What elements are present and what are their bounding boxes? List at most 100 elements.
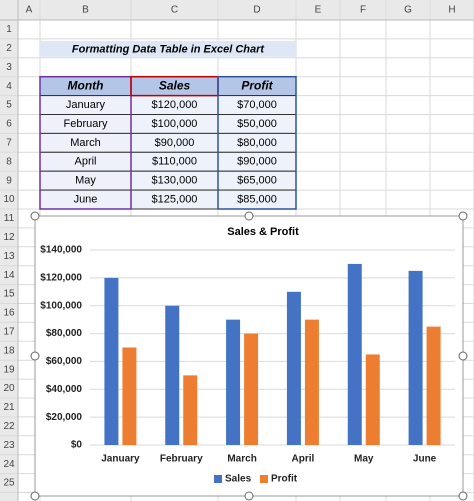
table-cell-text[interactable]: March xyxy=(70,137,101,149)
row-header[interactable]: 17 xyxy=(3,326,15,337)
row-header[interactable]: 7 xyxy=(6,137,12,148)
row-header[interactable]: 18 xyxy=(3,345,15,356)
row-header[interactable]: 6 xyxy=(6,119,12,130)
column-header[interactable]: B xyxy=(82,5,89,16)
legend-label[interactable]: Sales xyxy=(225,474,252,485)
row-header[interactable]: 25 xyxy=(3,478,15,489)
y-tick-label: $20,000 xyxy=(46,412,83,423)
row-header[interactable]: 3 xyxy=(6,62,12,73)
bar[interactable] xyxy=(104,277,119,445)
row-header[interactable]: 2 xyxy=(6,43,12,54)
table-cell-text[interactable]: $85,000 xyxy=(237,193,277,205)
column-header-bar xyxy=(0,0,474,20)
bar[interactable] xyxy=(286,291,301,445)
table-cell-text[interactable]: June xyxy=(74,193,98,205)
row-header[interactable]: 22 xyxy=(3,421,15,432)
selection-profit xyxy=(217,75,297,210)
column-header[interactable]: C xyxy=(171,5,178,16)
row-header[interactable]: 21 xyxy=(3,402,15,413)
bar[interactable] xyxy=(183,375,198,445)
x-tick-label: May xyxy=(354,454,374,465)
column-header[interactable]: H xyxy=(448,5,455,16)
table-cell-text[interactable]: $120,000 xyxy=(152,99,198,111)
table-cell-text[interactable]: $125,000 xyxy=(152,193,198,205)
x-tick-label: March xyxy=(227,454,256,465)
table-cell-text[interactable]: May xyxy=(75,175,96,187)
table-cell-text[interactable]: $130,000 xyxy=(152,175,198,187)
y-tick-label: $40,000 xyxy=(46,384,83,395)
row-header[interactable]: 4 xyxy=(6,81,12,92)
resize-handle[interactable] xyxy=(30,351,40,361)
x-tick-label: January xyxy=(101,454,140,465)
legend-swatch xyxy=(214,475,222,483)
row-header[interactable]: 10 xyxy=(3,194,15,205)
selection-month xyxy=(39,75,132,210)
table-cell-text[interactable]: $90,000 xyxy=(237,156,277,168)
column-header[interactable]: A xyxy=(26,5,33,16)
column-header[interactable]: E xyxy=(315,5,322,16)
table-cell-text[interactable]: $80,000 xyxy=(237,137,277,149)
bar[interactable] xyxy=(365,354,380,445)
bar[interactable] xyxy=(408,270,423,445)
row-header[interactable]: 8 xyxy=(6,156,12,167)
row-header[interactable]: 16 xyxy=(3,308,15,319)
y-tick-label: $100,000 xyxy=(40,300,82,311)
row-header[interactable]: 9 xyxy=(6,175,12,186)
row-header[interactable]: 19 xyxy=(3,364,15,375)
x-tick-label: April xyxy=(292,454,315,465)
row-header[interactable]: 13 xyxy=(3,251,15,262)
bar[interactable] xyxy=(426,326,441,445)
table-cell-text[interactable]: $65,000 xyxy=(237,175,277,187)
resize-handle[interactable] xyxy=(244,491,254,501)
resize-handle[interactable] xyxy=(30,491,40,501)
row-header[interactable]: 1 xyxy=(6,24,12,35)
legend-swatch xyxy=(260,475,268,483)
x-tick-label: February xyxy=(160,454,203,465)
bar[interactable] xyxy=(165,305,180,445)
resize-handle[interactable] xyxy=(30,211,40,221)
column-header[interactable]: G xyxy=(404,5,412,16)
row-header-bar xyxy=(0,20,18,501)
table-cell-text[interactable]: $100,000 xyxy=(152,118,198,130)
resize-handle[interactable] xyxy=(458,351,468,361)
column-header[interactable]: D xyxy=(253,5,260,16)
row-header[interactable]: 15 xyxy=(3,289,15,300)
y-tick-label: $80,000 xyxy=(46,328,83,339)
row-header[interactable]: 5 xyxy=(6,100,12,111)
row-header[interactable]: 23 xyxy=(3,440,15,451)
row-header[interactable]: 20 xyxy=(3,383,15,394)
bar[interactable] xyxy=(122,347,137,446)
table-header[interactable]: Sales xyxy=(159,78,191,92)
y-tick-label: $120,000 xyxy=(40,272,82,283)
table-cell-text[interactable]: $90,000 xyxy=(155,137,195,149)
y-tick-label: $60,000 xyxy=(46,356,83,367)
row-header[interactable]: 11 xyxy=(4,213,15,224)
bar[interactable] xyxy=(226,319,241,445)
table-header[interactable]: Profit xyxy=(241,78,273,92)
resize-handle[interactable] xyxy=(458,211,468,221)
x-tick-label: June xyxy=(413,454,437,465)
table-cell-text[interactable]: February xyxy=(63,118,108,130)
column-header[interactable]: F xyxy=(360,5,366,16)
title-cell xyxy=(40,40,296,57)
y-tick-label: $140,000 xyxy=(40,245,82,256)
bar[interactable] xyxy=(304,319,319,445)
bar[interactable] xyxy=(244,333,259,445)
y-tick-label: $0 xyxy=(71,440,83,451)
table-cell-text[interactable]: $50,000 xyxy=(237,118,277,130)
sheet-title: Formatting Data Table in Excel Chart xyxy=(72,43,265,55)
resize-handle[interactable] xyxy=(244,211,254,221)
table-cell-text[interactable]: $70,000 xyxy=(237,99,277,111)
legend-label[interactable]: Profit xyxy=(271,474,298,485)
table-cell-text[interactable]: April xyxy=(74,156,96,168)
row-header[interactable]: 14 xyxy=(3,270,15,281)
row-header[interactable]: 24 xyxy=(3,459,15,470)
row-header[interactable]: 12 xyxy=(3,232,15,243)
bar[interactable] xyxy=(347,263,362,445)
table-cell-text[interactable]: January xyxy=(66,99,106,111)
table-cell-text[interactable]: $110,000 xyxy=(152,156,197,168)
resize-handle[interactable] xyxy=(458,491,468,501)
table-header[interactable]: Month xyxy=(68,78,104,92)
chart-title[interactable]: Sales & Profit xyxy=(227,226,299,238)
